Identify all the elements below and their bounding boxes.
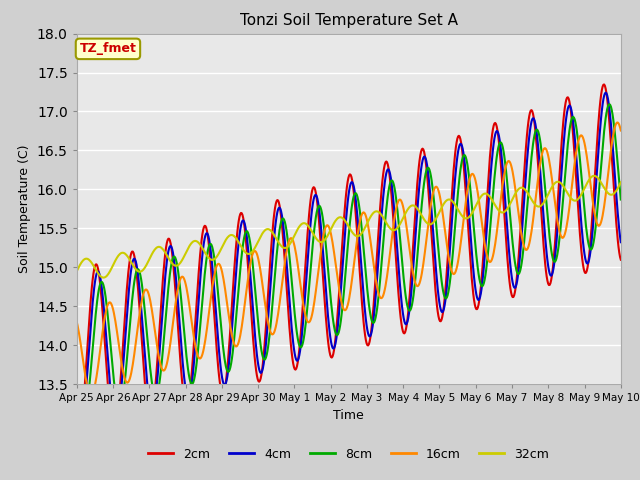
32cm	[431, 216, 439, 222]
8cm	[223, 368, 231, 374]
8cm	[605, 101, 613, 107]
4cm	[195, 298, 202, 303]
8cm	[431, 213, 439, 219]
32cm	[73, 268, 81, 274]
Line: 32cm: 32cm	[77, 176, 621, 277]
8cm	[195, 341, 202, 347]
2cm	[416, 157, 424, 163]
16cm	[431, 184, 439, 190]
2cm	[84, 344, 92, 349]
16cm	[617, 128, 625, 133]
16cm	[83, 380, 90, 386]
Title: Tonzi Soil Temperature Set A: Tonzi Soil Temperature Set A	[240, 13, 458, 28]
4cm	[76, 431, 84, 436]
8cm	[73, 382, 81, 388]
4cm	[431, 260, 439, 265]
2cm	[600, 82, 608, 87]
Line: 4cm: 4cm	[77, 93, 621, 433]
8cm	[79, 418, 86, 423]
16cm	[614, 120, 621, 125]
4cm	[84, 369, 92, 374]
32cm	[140, 267, 147, 273]
4cm	[223, 373, 231, 379]
4cm	[416, 180, 424, 186]
2cm	[73, 438, 81, 444]
16cm	[416, 280, 424, 286]
2cm	[617, 257, 625, 263]
32cm	[416, 209, 424, 215]
2cm	[195, 271, 202, 276]
Text: TZ_fmet: TZ_fmet	[79, 42, 136, 55]
4cm	[140, 334, 147, 340]
32cm	[591, 173, 598, 179]
4cm	[602, 90, 609, 96]
32cm	[195, 240, 202, 246]
2cm	[74, 439, 81, 445]
16cm	[87, 392, 95, 397]
32cm	[83, 256, 90, 262]
2cm	[140, 360, 147, 366]
16cm	[195, 355, 202, 360]
16cm	[73, 319, 81, 325]
32cm	[223, 235, 231, 240]
Legend: 2cm, 4cm, 8cm, 16cm, 32cm: 2cm, 4cm, 8cm, 16cm, 32cm	[143, 443, 554, 466]
2cm	[431, 287, 439, 293]
4cm	[73, 422, 81, 428]
Line: 16cm: 16cm	[77, 122, 621, 395]
X-axis label: Time: Time	[333, 408, 364, 421]
8cm	[617, 197, 625, 203]
32cm	[99, 275, 107, 280]
16cm	[223, 302, 231, 308]
16cm	[140, 291, 147, 297]
32cm	[617, 180, 625, 185]
2cm	[223, 365, 231, 371]
4cm	[617, 240, 625, 245]
Line: 8cm: 8cm	[77, 104, 621, 420]
8cm	[140, 294, 147, 300]
Line: 2cm: 2cm	[77, 84, 621, 442]
8cm	[84, 401, 92, 407]
Y-axis label: Soil Temperature (C): Soil Temperature (C)	[19, 144, 31, 273]
8cm	[416, 228, 424, 233]
